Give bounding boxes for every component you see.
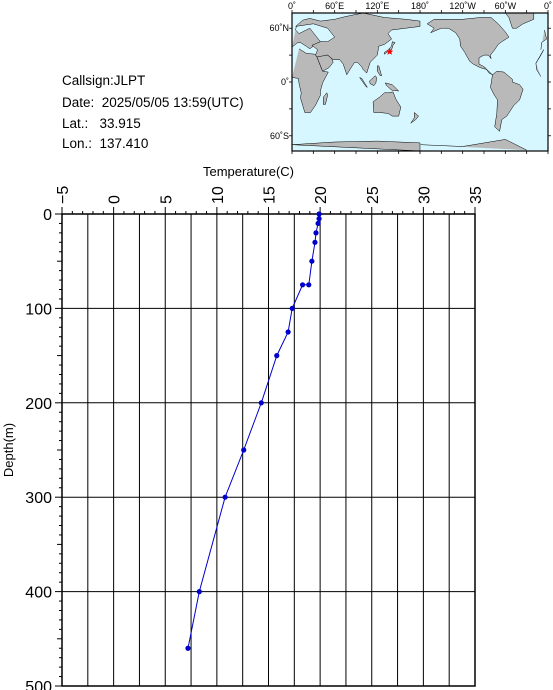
map-lon-label: 0˚ [544, 1, 552, 11]
y-axis-title: Depth(m) [1, 423, 16, 477]
y-tick-label: 500 [25, 679, 52, 690]
map-landmass [410, 111, 419, 124]
x-tick-label: 20 [313, 186, 330, 204]
map-landmass [294, 12, 421, 76]
data-point [241, 447, 247, 453]
data-point [299, 282, 306, 288]
data-point [316, 216, 322, 222]
map-landmass [490, 70, 524, 132]
world-map: 0˚ 60˚E 120˚E 180˚ 120˚W 60˚W 0˚ 60˚N 0˚ 60˚S [269, 1, 552, 154]
map-landmass [369, 75, 377, 86]
data-point [222, 494, 228, 500]
data-point [316, 211, 322, 217]
callsign-text: Callsign:JLPT [62, 73, 146, 88]
map-landmass [426, 17, 510, 76]
data-point [315, 220, 321, 227]
map-lon-label: 120˚W [449, 1, 476, 11]
x-tick-label: 0 [107, 195, 124, 204]
series-line [187, 214, 320, 649]
data-point [306, 282, 312, 288]
y-tick-label: 400 [25, 585, 52, 602]
map-lat-label: 0˚ [281, 77, 289, 87]
map-landmass [291, 48, 544, 113]
data-point [313, 230, 319, 236]
x-axis-title: Temperature(C) [203, 164, 294, 179]
data-point [312, 239, 318, 245]
temperature-depth-chart: −5 0 5 10 15 20 25 30 350100200300400500Temperat… [1, 164, 485, 690]
location-marker-icon [386, 48, 394, 55]
x-tick-label: −5 [55, 186, 72, 204]
map-landmass [372, 91, 402, 117]
map-landmass [323, 92, 328, 105]
map-lon-label: 180˚ [411, 1, 429, 11]
y-tick-label: 200 [25, 396, 52, 413]
map-landmass [384, 82, 400, 92]
data-point [185, 645, 191, 651]
date-text: Date: 2025/05/05 13:59(UTC) [62, 95, 244, 110]
map-landmass [377, 65, 382, 76]
y-tick-label: 0 [43, 207, 52, 224]
x-tick-label: 10 [210, 186, 227, 204]
map-lon-label: 120˚E [365, 1, 389, 11]
data-point [274, 353, 280, 359]
map-lon-label: 0˚ [288, 1, 296, 11]
x-tick-label: 15 [262, 186, 279, 204]
data-point [309, 258, 315, 264]
map-lon-label: 60˚E [325, 1, 344, 11]
x-tick-label: 35 [468, 186, 485, 204]
map-landmass [504, 12, 535, 29]
data-point [196, 589, 202, 595]
longitude-text: Lon.: 137.410 [62, 136, 149, 151]
x-tick-label: 30 [416, 186, 433, 204]
x-tick-label: 5 [158, 195, 175, 204]
data-point [285, 329, 291, 335]
x-tick-label: 25 [365, 186, 382, 204]
map-landmass [358, 76, 368, 88]
map-landmass [316, 54, 334, 72]
y-tick-label: 300 [25, 490, 52, 507]
data-point [258, 400, 264, 406]
y-tick-label: 100 [25, 301, 52, 318]
data-point [289, 305, 295, 311]
map-lat-label: 60˚S [270, 131, 289, 141]
map-lat-label: 60˚N [269, 23, 289, 33]
map-lon-label: 60˚W [495, 1, 517, 11]
latitude-text: Lat.: 33.915 [62, 116, 141, 131]
